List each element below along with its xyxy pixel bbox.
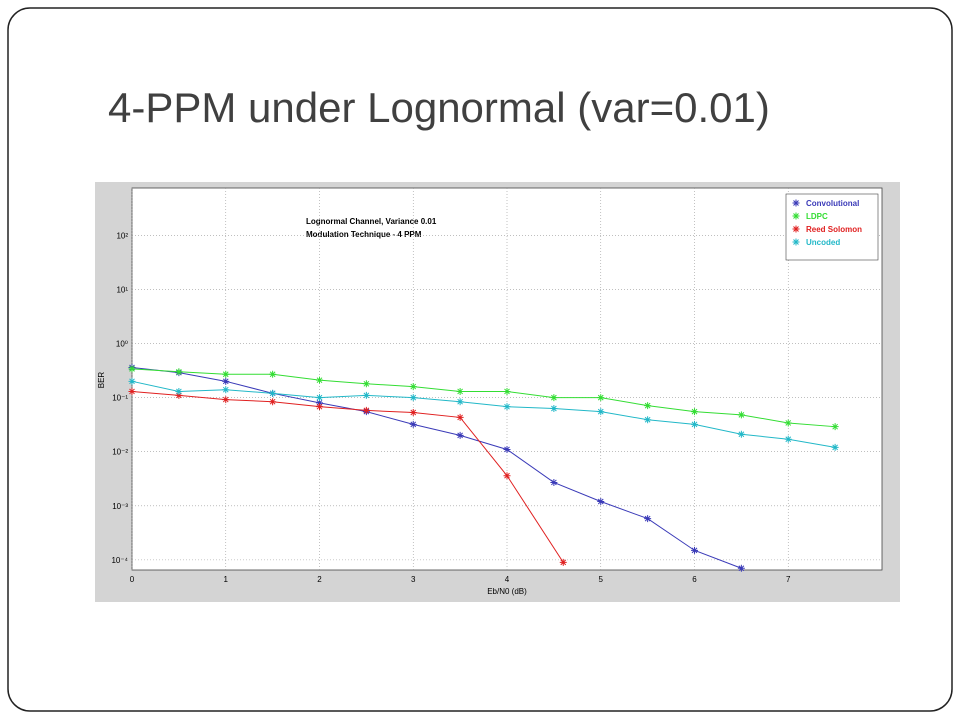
data-point <box>222 386 230 394</box>
data-point <box>456 387 464 395</box>
data-point <box>644 402 652 410</box>
legend-label: LDPC <box>806 212 828 221</box>
series-line <box>131 380 836 448</box>
data-point <box>503 445 511 453</box>
y-tick-label: 10⁰ <box>116 340 128 349</box>
data-point <box>597 408 605 416</box>
data-point <box>222 396 230 404</box>
data-point <box>503 403 511 411</box>
x-tick-label: 5 <box>599 575 604 584</box>
data-point <box>456 413 464 421</box>
data-point <box>597 394 605 402</box>
data-point <box>409 394 417 402</box>
data-point <box>550 394 558 402</box>
data-point <box>409 409 417 417</box>
data-point <box>316 399 323 407</box>
data-point <box>175 368 183 376</box>
data-point <box>691 420 698 428</box>
data-point <box>175 387 183 395</box>
data-point <box>409 420 417 428</box>
y-tick-label: 10¹ <box>116 285 128 294</box>
y-tick-label: 10² <box>116 231 128 240</box>
series-line <box>131 390 564 563</box>
legend-marker <box>792 238 800 246</box>
data-point <box>503 387 511 395</box>
data-point <box>503 472 511 480</box>
x-axis-label: Eb/N0 (dB) <box>487 587 527 596</box>
x-tick-label: 0 <box>130 575 135 584</box>
data-point <box>644 416 652 424</box>
data-point <box>559 558 567 566</box>
data-point <box>362 406 370 414</box>
chart-title: 4-PPM under Lognormal (var=0.01) <box>108 84 770 131</box>
data-point <box>316 376 323 384</box>
data-point <box>691 546 698 554</box>
legend-marker <box>792 212 800 220</box>
x-tick-label: 6 <box>692 575 697 584</box>
series-line <box>131 368 836 428</box>
data-point <box>128 387 136 395</box>
y-axis-label: BER <box>97 372 106 389</box>
series-line <box>131 367 742 569</box>
y-tick-label: 10⁻³ <box>112 502 128 511</box>
legend-label: Convolutional <box>806 199 859 208</box>
data-point <box>128 377 136 385</box>
x-tick-label: 1 <box>224 575 229 584</box>
x-tick-label: 4 <box>505 575 510 584</box>
data-point <box>784 419 792 427</box>
legend-box <box>785 193 879 261</box>
legend-marker <box>792 199 800 207</box>
data-point <box>316 403 323 411</box>
x-tick-label: 2 <box>317 575 322 584</box>
data-point <box>691 408 698 416</box>
data-point <box>737 430 745 438</box>
data-point <box>362 391 370 399</box>
data-point <box>831 423 839 431</box>
data-point <box>222 377 230 385</box>
legend-marker <box>792 225 800 233</box>
y-tick-label: 10⁻² <box>112 448 128 457</box>
y-tick-label: 10⁻⁴ <box>111 556 128 565</box>
data-point <box>644 515 652 523</box>
data-point <box>175 391 183 399</box>
data-point <box>737 411 745 419</box>
data-point <box>222 370 230 378</box>
data-point <box>456 398 464 406</box>
data-point <box>269 398 277 406</box>
x-tick-label: 3 <box>411 575 416 584</box>
data-point <box>550 404 558 412</box>
data-point <box>269 389 277 397</box>
x-tick-label: 7 <box>786 575 791 584</box>
data-point <box>550 478 558 486</box>
data-point <box>597 498 605 506</box>
data-point <box>409 383 417 391</box>
annotation: Modulation Technique - 4 PPM <box>306 230 422 239</box>
data-point <box>737 564 745 572</box>
data-point <box>316 394 323 402</box>
legend-label: Uncoded <box>806 238 840 247</box>
legend-label: Reed Solomon <box>806 225 862 234</box>
y-tick-label: 10⁻¹ <box>112 394 128 403</box>
data-point <box>362 380 370 388</box>
data-point <box>269 370 277 378</box>
data-point <box>456 431 464 439</box>
data-point <box>128 365 136 373</box>
data-point <box>784 435 792 443</box>
data-point <box>831 443 839 451</box>
annotation: Lognormal Channel, Variance 0.01 <box>306 217 437 226</box>
